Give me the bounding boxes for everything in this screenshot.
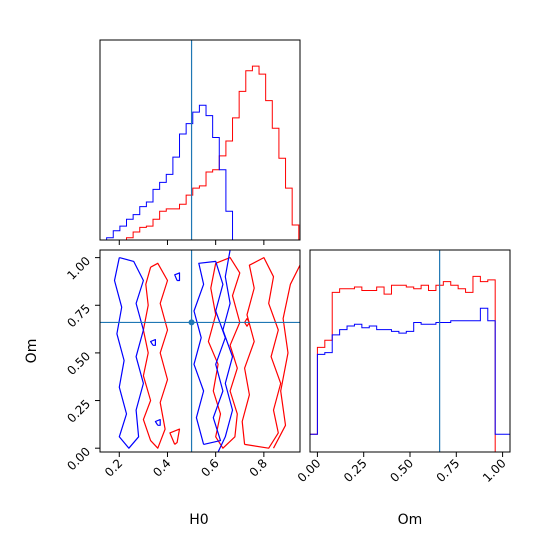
om-hist-xtick-label: 0.75 [434, 456, 463, 485]
joint-ytick-label: 0.25 [64, 397, 93, 426]
om-hist-xtick-label: 0.25 [341, 456, 370, 485]
om-hist-xtick-label: 1.00 [480, 456, 509, 485]
joint-panel-frame [99, 249, 301, 453]
joint-xtick-label: 0.4 [150, 456, 173, 479]
contour-series-1-line [241, 257, 282, 449]
x-axis-label-om: Om [398, 512, 423, 528]
contour-series-2-line [193, 260, 226, 445]
om-hist-series-2 [310, 307, 510, 452]
om-hist-xtick-label: 0.00 [295, 456, 324, 485]
om-hist-xtick-label: 0.50 [387, 456, 416, 485]
contour-series-2-line [174, 272, 181, 282]
h0-om-contour-panel: 0.2 0.4 0.6 0.8 0.00 0.25 0.50 0.75 1.00 [64, 249, 301, 480]
h0-hist-series-1 [100, 65, 300, 240]
contour-series-2-line [150, 339, 156, 346]
x-axis-label-h0: H0 [189, 512, 208, 528]
joint-xtick-label: 0.8 [247, 456, 270, 479]
contour-series-2-line [154, 419, 161, 426]
joint-ytick-label: 1.00 [64, 254, 93, 283]
contour-series-1-line [142, 262, 169, 449]
h0-histogram-panel [99, 39, 301, 245]
joint-ytick-label: 0.50 [64, 349, 93, 378]
contour-series-2-line [113, 257, 144, 449]
h0-hist-series-2 [100, 104, 299, 240]
joint-xtick-label: 0.6 [198, 456, 221, 479]
contour-series-1-line [207, 257, 241, 449]
joint-truth-point [188, 319, 195, 326]
contour-series-1-line [169, 428, 181, 445]
h0-panel-frame [99, 39, 301, 241]
om-hist-series-1 [310, 275, 510, 452]
y-axis-label-om: Om [24, 339, 40, 364]
joint-ytick-label: 0.00 [64, 444, 93, 473]
om-histogram-panel: 0.00 0.25 0.50 0.75 1.00 [295, 249, 511, 485]
joint-ytick-label: 0.75 [64, 301, 93, 330]
contour-series-2-line [217, 250, 234, 452]
joint-xtick-label: 0.2 [102, 456, 125, 479]
contour-series-1-line [272, 264, 300, 449]
